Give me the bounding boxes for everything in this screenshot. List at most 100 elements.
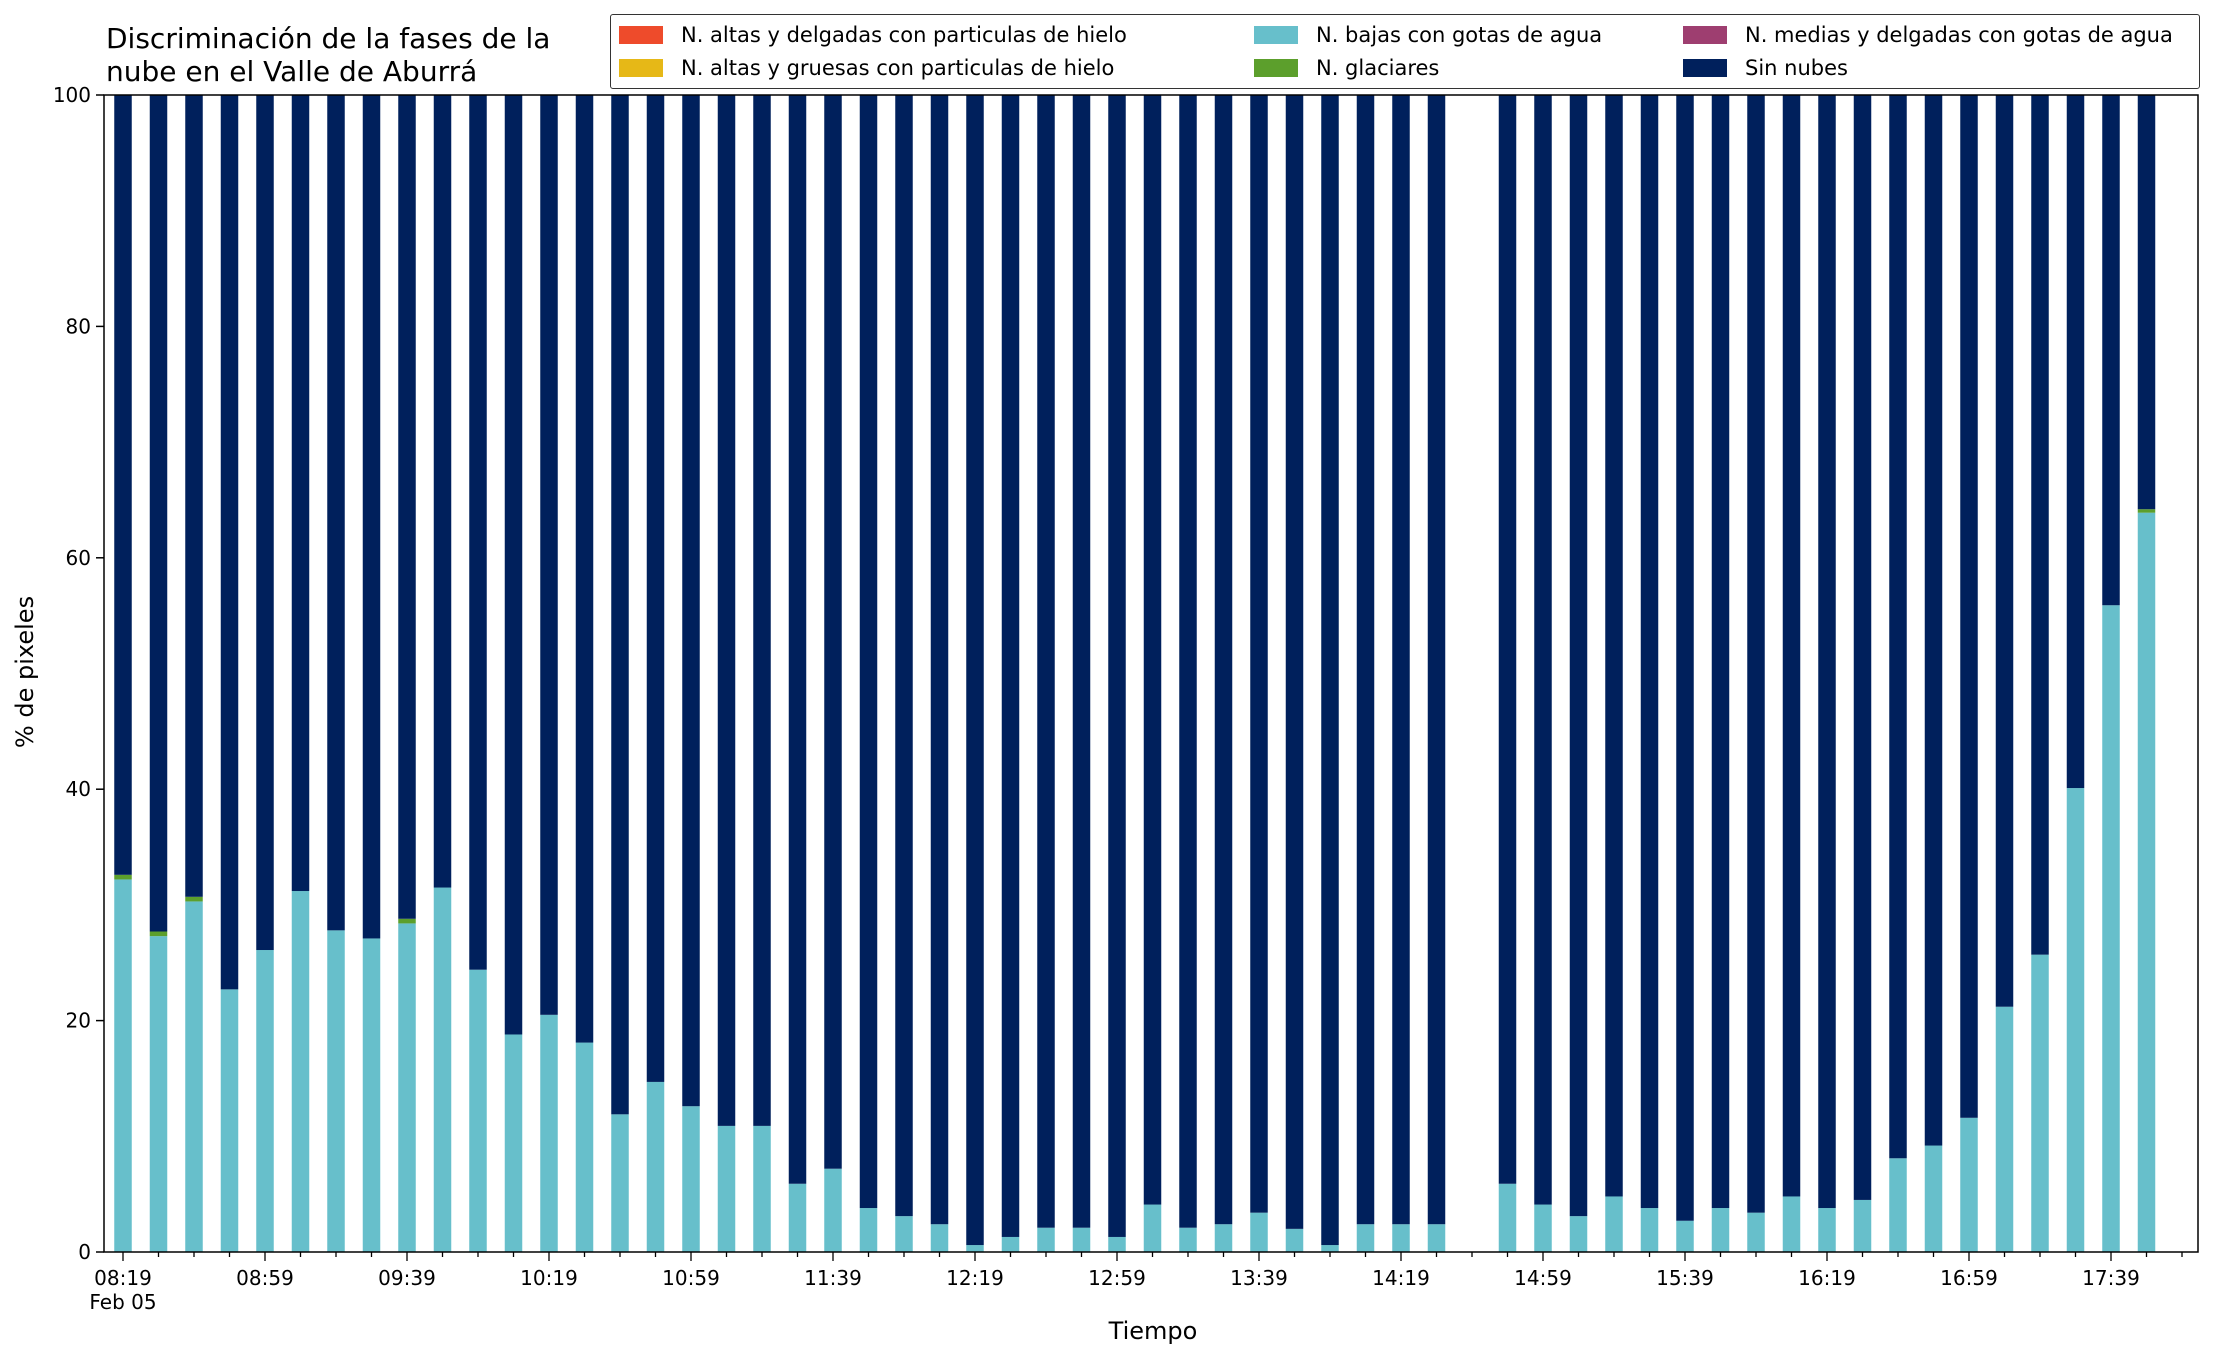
bar-sin-nubes <box>646 95 665 1082</box>
bar-sin-nubes <box>1001 95 1020 1237</box>
legend-label: N. altas y delgadas con particulas de hi… <box>681 23 1127 47</box>
bar-bajas <box>1356 1224 1375 1252</box>
bar-bajas <box>256 950 274 1252</box>
bar-sin-nubes <box>1250 95 1268 1213</box>
bar-sin-nubes <box>2102 95 2120 606</box>
legend-item-bajas: N. bajas con gotas de agua <box>1254 19 1602 51</box>
bar-sin-nubes <box>1143 95 1162 1205</box>
bar-sin-nubes <box>149 95 168 932</box>
bar-bajas <box>1853 1199 1872 1252</box>
bar-bajas <box>469 969 487 1252</box>
bar-bajas <box>1179 1227 1197 1252</box>
bar-bajas <box>966 1245 984 1252</box>
chart-title-line-1: Discriminación de la fases de la <box>106 22 551 55</box>
bar-bajas <box>824 1168 842 1252</box>
legend-label: N. glaciares <box>1316 56 1440 80</box>
bar-sin-nubes <box>1676 95 1694 1221</box>
bar-sin-nubes <box>362 95 381 939</box>
bar-sin-nubes <box>930 95 949 1225</box>
bar-sin-nubes <box>1889 95 1907 1159</box>
y-tick-label: 0 <box>78 1240 91 1264</box>
bar-bajas <box>1037 1227 1055 1252</box>
bar-sin-nubes <box>1747 95 1765 1213</box>
bar-glaciares <box>149 931 168 937</box>
bar-bajas <box>1214 1224 1233 1252</box>
bar-bajas <box>682 1106 700 1252</box>
bar-sin-nubes <box>611 95 629 1115</box>
bar-sin-nubes <box>469 95 487 970</box>
bar-sin-nubes <box>1960 95 1978 1118</box>
bar-sin-nubes <box>895 95 913 1217</box>
legend-label: N. altas y gruesas con particulas de hie… <box>681 56 1115 80</box>
bar-bajas <box>1072 1227 1091 1252</box>
legend-item-altas-gruesas: N. altas y gruesas con particulas de hie… <box>619 52 1114 84</box>
bar-bajas <box>1250 1212 1268 1252</box>
bar-sin-nubes <box>682 95 700 1107</box>
bar-bajas <box>1285 1228 1304 1252</box>
bar-sin-nubes <box>1498 95 1517 1184</box>
bar-sin-nubes <box>824 95 842 1169</box>
legend-item-glaciares: N. glaciares <box>1254 52 1439 84</box>
bar-bajas <box>1569 1216 1588 1252</box>
x-tick-label: 12:59 <box>1088 1266 1146 1290</box>
bar-sin-nubes <box>1569 95 1588 1217</box>
legend-swatch <box>1683 59 1727 77</box>
y-tick-label: 100 <box>53 83 91 107</box>
bar-bajas <box>1924 1145 1943 1252</box>
bar-bajas <box>1498 1183 1517 1252</box>
x-tick-label: 10:59 <box>662 1266 720 1290</box>
bar-sin-nubes <box>575 95 594 1043</box>
bar-sin-nubes <box>114 95 132 875</box>
legend-item-medias: N. medias y delgadas con gotas de agua <box>1683 19 2173 51</box>
bar-bajas <box>1640 1208 1659 1252</box>
bar-bajas <box>1001 1236 1020 1252</box>
bar-sin-nubes <box>1995 95 2014 1007</box>
legend-item-sin-nubes: Sin nubes <box>1683 52 1848 84</box>
bar-sin-nubes <box>1392 95 1410 1225</box>
bar-sin-nubes <box>1782 95 1801 1197</box>
x-axis-label: Tiempo <box>1108 1317 1198 1345</box>
bar-sin-nubes <box>540 95 558 1015</box>
bar-bajas <box>1427 1224 1446 1252</box>
bar-sin-nubes <box>717 95 736 1126</box>
bar-bajas <box>1321 1245 1339 1252</box>
bar-bajas <box>2031 954 2049 1252</box>
x-tick-label: 08:19 <box>94 1266 152 1290</box>
bar-bajas <box>433 887 452 1252</box>
y-tick-label: 80 <box>66 314 91 338</box>
bar-glaciares <box>2137 509 2156 513</box>
bar-sin-nubes <box>185 95 203 897</box>
bar-sin-nubes <box>966 95 984 1246</box>
bar-bajas <box>1143 1204 1162 1252</box>
bar-sin-nubes <box>1853 95 1872 1200</box>
bar-bajas <box>2066 788 2085 1252</box>
bar-sin-nubes <box>1924 95 1943 1146</box>
bar-sin-nubes <box>2066 95 2085 789</box>
bar-bajas <box>540 1014 558 1252</box>
bar-glaciares <box>185 896 203 902</box>
legend-swatch <box>619 59 663 77</box>
bar-bajas <box>504 1034 523 1252</box>
y-tick-label: 60 <box>66 546 91 570</box>
bar-bajas <box>1605 1196 1623 1252</box>
bar-bajas <box>717 1125 736 1252</box>
bar-bajas <box>646 1081 665 1252</box>
x-tick-date-label: Feb 05 <box>89 1290 156 1314</box>
bar-sin-nubes <box>2031 95 2049 955</box>
bar-bajas <box>149 936 168 1252</box>
bar-sin-nubes <box>859 95 878 1209</box>
bar-bajas <box>753 1125 771 1252</box>
bar-bajas <box>2102 605 2120 1252</box>
x-tick-label: 12:19 <box>946 1266 1004 1290</box>
bar-bajas <box>930 1224 949 1252</box>
bar-sin-nubes <box>1037 95 1055 1228</box>
bar-sin-nubes <box>753 95 771 1126</box>
bar-sin-nubes <box>1818 95 1836 1209</box>
legend-swatch <box>619 26 663 44</box>
bar-glaciares <box>114 874 132 880</box>
legend-label: N. bajas con gotas de agua <box>1316 23 1603 47</box>
y-tick-label: 40 <box>66 777 91 801</box>
legend-label: N. medias y delgadas con gotas de agua <box>1745 23 2173 47</box>
bar-sin-nubes <box>1534 95 1552 1205</box>
bar-sin-nubes <box>504 95 523 1035</box>
